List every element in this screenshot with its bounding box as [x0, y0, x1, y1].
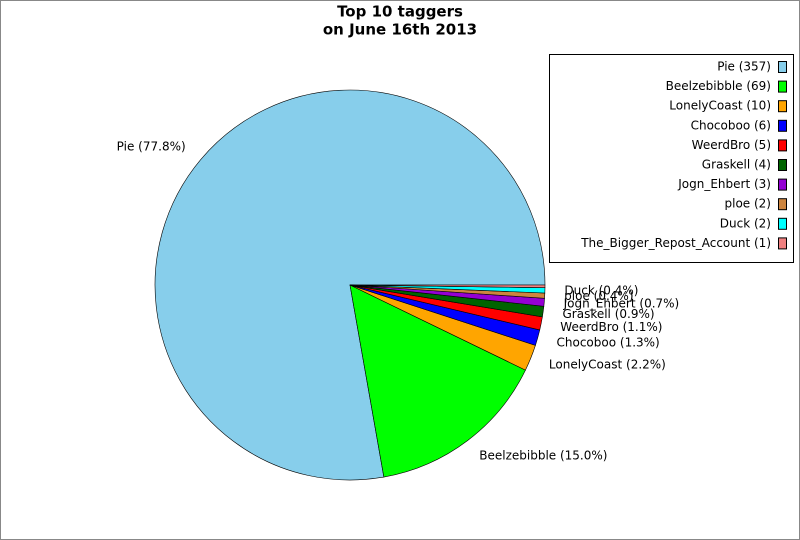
- legend-label: The_Bigger_Repost_Account (1): [580, 236, 771, 250]
- legend-label: Jogn_Ehbert (3): [677, 177, 771, 191]
- legend-swatch: [778, 217, 787, 230]
- legend-swatch: [778, 237, 787, 250]
- slice-label: WeerdBro (1.1%): [560, 320, 662, 334]
- legend-label: Graskell (4): [702, 158, 771, 172]
- legend-label: WeerdBro (5): [692, 138, 771, 152]
- slice-label: LonelyCoast (2.2%): [549, 358, 666, 372]
- chart-title: Top 10 taggers: [337, 3, 463, 21]
- legend-swatch: [778, 80, 787, 93]
- slice-label: Beelzebibble (15.0%): [479, 449, 607, 463]
- slice-label: Duck (0.4%): [564, 283, 638, 297]
- legend-swatch: [778, 61, 787, 73]
- pie-slice: [349, 284, 546, 288]
- chart-title: on June 16th 2013: [323, 21, 477, 39]
- legend-swatch: [778, 198, 787, 211]
- slice-label: Chocoboo (1.3%): [557, 335, 660, 349]
- legend-label: Beelzebibble (69): [666, 79, 771, 93]
- pie-slice: [154, 89, 546, 481]
- legend-label: Pie (357): [717, 60, 771, 74]
- slice-label: Graskell (0.9%): [562, 307, 654, 321]
- slice-label: Jogn_Ehbert (0.7%): [563, 297, 680, 311]
- legend-swatch: [778, 178, 787, 191]
- legend-label: Duck (2): [720, 216, 771, 230]
- slice-label: ploe (0.4%): [564, 289, 633, 303]
- legend-box: [549, 54, 794, 263]
- slice-label: Pie (77.8%): [117, 140, 186, 154]
- legend-swatch: [778, 100, 787, 113]
- legend-label: Chocoboo (6): [691, 118, 771, 132]
- legend-label: ploe (2): [725, 197, 772, 211]
- legend-swatch: [778, 159, 787, 171]
- pie-slice: [349, 284, 526, 478]
- legend-swatch: [778, 139, 787, 152]
- legend-label: LonelyCoast (10): [669, 99, 771, 113]
- legend-swatch: [778, 119, 787, 132]
